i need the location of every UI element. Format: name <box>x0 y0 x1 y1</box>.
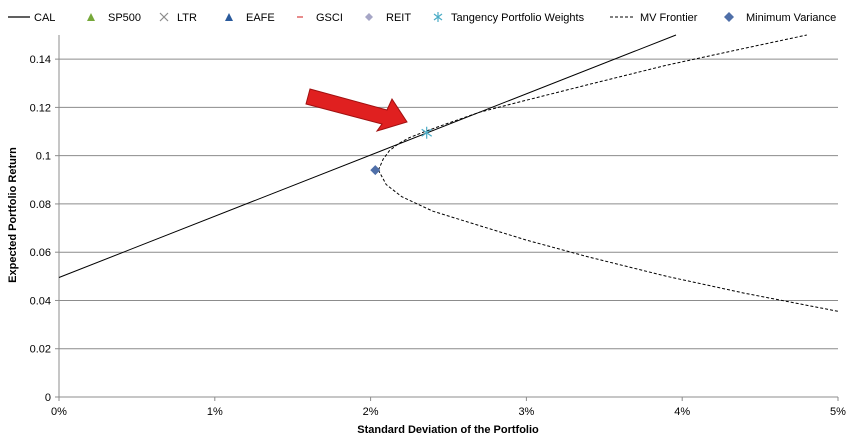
y-tick-label: 0 <box>45 392 51 404</box>
y-tick-label: 0.12 <box>30 102 51 114</box>
mv-frontier-line <box>377 169 839 312</box>
plot-series <box>58 34 839 312</box>
legend-eafe-label: EAFE <box>246 12 275 24</box>
x-tick-label: 0% <box>51 406 67 418</box>
y-axis-title: Expected Portfolio Return <box>7 147 19 283</box>
legend-ltr-marker <box>159 12 169 22</box>
x-tick-label: 2% <box>363 406 379 418</box>
x-tick-label: 1% <box>207 406 223 418</box>
legend-reit-marker <box>365 13 373 21</box>
x-tick-label: 4% <box>674 406 690 418</box>
legend-sp500-marker <box>87 13 95 21</box>
legend-sp500-label: SP500 <box>108 12 141 24</box>
legend-tangency-label: Tangency Portfolio Weights <box>451 12 585 24</box>
tangency-stroke <box>421 128 433 137</box>
y-tick-label: 0.02 <box>30 344 51 356</box>
legend-mv-frontier-label: MV Frontier <box>640 12 698 24</box>
legend-cal-label: CAL <box>34 12 55 24</box>
legend-tangency-marker <box>433 12 443 22</box>
y-tick-label: 0.14 <box>30 54 51 66</box>
x-axis-title: Standard Deviation of the Portfolio <box>357 424 539 436</box>
legend: CAL SP500 LTR EAFE GSCI REIT Tangency Po… <box>8 12 836 24</box>
red-arrow-annotation <box>305 88 408 132</box>
legend-ltr-label: LTR <box>177 12 197 24</box>
legend-reit-label: REIT <box>386 12 411 24</box>
minimum-variance-point <box>370 165 381 176</box>
legend-min-variance-marker <box>724 12 734 22</box>
legend-eafe-marker <box>225 13 233 21</box>
legend-min-variance-label: Minimum Variance <box>746 12 836 24</box>
y-tick-label: 0.1 <box>36 151 51 163</box>
y-tick-label: 0.06 <box>30 247 51 259</box>
mv-frontier-line <box>377 34 807 171</box>
y-tick-label: 0.08 <box>30 199 51 211</box>
gridlines <box>59 58 838 350</box>
x-axis-ticks: 0% 1% 2% 3% 4% 5% <box>51 397 846 418</box>
y-axis-ticks: 0 0.02 0.04 0.06 0.08 0.1 0.12 0.14 <box>30 54 59 404</box>
plot-markers <box>370 126 433 176</box>
red-arrow <box>305 88 408 132</box>
tangency-point <box>421 126 433 139</box>
cal-line <box>58 34 677 278</box>
x-tick-label: 5% <box>830 406 846 418</box>
legend-gsci-label: GSCI <box>316 12 343 24</box>
y-tick-label: 0.04 <box>30 295 51 307</box>
x-tick-label: 3% <box>518 406 534 418</box>
